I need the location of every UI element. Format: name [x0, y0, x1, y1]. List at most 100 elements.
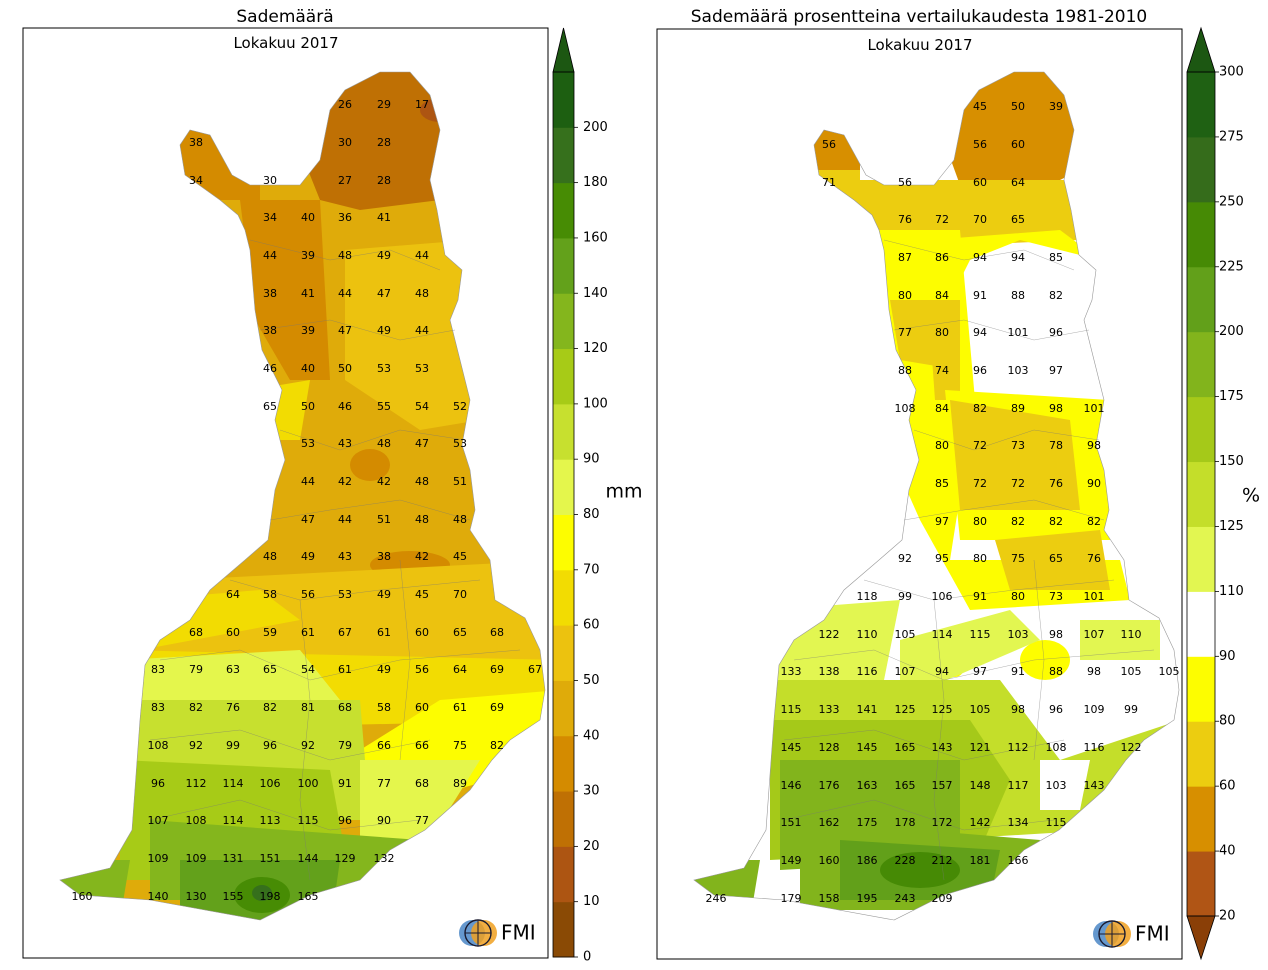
colorbar-segment	[553, 182, 574, 239]
map-value-label: 99	[1124, 703, 1138, 716]
panel-precipitation-mm: Sademäärä Lokakuu 2017	[22, 7, 643, 965]
map-value-label: 151	[781, 816, 802, 829]
colorbar-segment	[553, 791, 574, 847]
colorbar-tick-label: 40	[1219, 844, 1236, 859]
map-value-label: 144	[298, 852, 319, 865]
map-value-label: 105	[1159, 665, 1180, 678]
map-value-label: 39	[301, 249, 315, 262]
panel-precipitation-percent: Sademäärä prosentteina vertailukaudesta …	[656, 7, 1260, 961]
colorbar-segment	[1187, 786, 1215, 852]
map-value-label: 61	[377, 626, 391, 639]
map-value-label: 95	[935, 552, 949, 565]
colorbar-tick-label: 90	[583, 452, 600, 467]
map-value-label: 55	[377, 400, 391, 413]
map-value-label: 103	[1008, 364, 1029, 377]
map-value-label: 122	[819, 628, 840, 641]
map-value-label: 60	[226, 626, 240, 639]
map-value-label: 67	[338, 626, 352, 639]
map-value-label: 115	[970, 628, 991, 641]
map-value-label: 105	[970, 703, 991, 716]
map-value-label: 113	[260, 814, 281, 827]
map-value-label: 76	[226, 701, 240, 714]
map-value-label: 60	[415, 626, 429, 639]
colorbar-segment	[1187, 331, 1215, 398]
colorbar-tick-label: 175	[1219, 389, 1244, 404]
map-value-label: 133	[819, 703, 840, 716]
map-value-label: 54	[301, 663, 315, 676]
colorbar-segment	[553, 237, 574, 294]
colorbar-segment	[553, 625, 574, 681]
map-value-label: 106	[932, 590, 953, 603]
map-value-label: 69	[490, 701, 504, 714]
map-value-label: 38	[377, 550, 391, 563]
colorbar-segment	[553, 735, 574, 792]
map-value-label: 140	[148, 890, 169, 903]
map-value-label: 60	[415, 701, 429, 714]
fmi-logo-text: FMI	[1135, 922, 1170, 946]
map-value-label: 114	[932, 628, 953, 641]
map-value-label: 64	[453, 663, 467, 676]
map-value-label: 149	[781, 854, 802, 867]
map-value-label: 76	[1087, 552, 1101, 565]
map-value-label: 98	[1087, 439, 1101, 452]
map-value-label: 99	[226, 739, 240, 752]
map-value-label: 47	[377, 287, 391, 300]
colorbar-tick-label: 50	[583, 673, 600, 688]
map-value-label: 115	[781, 703, 802, 716]
map-value-label: 145	[857, 741, 878, 754]
map-value-label: 89	[453, 777, 467, 790]
map-value-label: 83	[151, 701, 165, 714]
map-value-label: 71	[822, 176, 836, 189]
map-value-label: 76	[1049, 477, 1063, 490]
map-value-label: 160	[819, 854, 840, 867]
map-value-label: 63	[226, 663, 240, 676]
map-value-label: 75	[453, 739, 467, 752]
colorbar-segment	[553, 72, 574, 128]
map-value-label: 64	[226, 588, 240, 601]
map-value-label: 116	[1084, 741, 1105, 754]
colorbar-tick-label: 80	[583, 507, 600, 522]
map-value-label: 30	[338, 136, 352, 149]
colorbar-tick-label: 110	[1219, 584, 1244, 599]
map-value-label: 38	[263, 287, 277, 300]
map-value-label: 109	[148, 852, 169, 865]
colorbar-percent: 20 40 60 80 90 110 125 150 175 200 225 250 275 300	[1186, 26, 1244, 961]
map-value-label: 41	[301, 287, 315, 300]
map-value-label: 73	[1011, 439, 1025, 452]
map-value-label: 44	[338, 513, 352, 526]
map-value-label: 112	[186, 777, 207, 790]
map-value-label: 68	[338, 701, 352, 714]
map-value-label: 77	[898, 326, 912, 339]
map-value-label: 39	[301, 324, 315, 337]
colorbar-segment	[1187, 136, 1215, 203]
map-value-label: 82	[973, 402, 987, 415]
map-value-label: 186	[857, 854, 878, 867]
map-value-label: 160	[72, 890, 93, 903]
colorbar-tick-label: 40	[583, 728, 600, 743]
colorbar-segment	[553, 514, 574, 571]
map-value-label: 53	[377, 362, 391, 375]
map-value-label: 48	[415, 287, 429, 300]
map-value-label: 109	[1084, 703, 1105, 716]
value-labels: 45 50 39 56 56 60 71 56 60 64 76 72 70 65 87 86 94 94 85 80…	[706, 100, 1180, 905]
map-value-label: 96	[973, 364, 987, 377]
map-value-label: 83	[151, 663, 165, 676]
map-value-label: 51	[377, 513, 391, 526]
map-value-label: 81	[301, 701, 315, 714]
map-value-label: 48	[338, 249, 352, 262]
map-value-label: 110	[857, 628, 878, 641]
colorbar-segment	[1187, 72, 1215, 138]
map-value-label: 80	[898, 289, 912, 302]
map-value-label: 212	[932, 854, 953, 867]
map-value-label: 114	[223, 777, 244, 790]
colorbar-tick-label: 225	[1219, 259, 1244, 274]
map-value-label: 48	[415, 513, 429, 526]
map-value-label: 92	[189, 739, 203, 752]
colorbar-tick-label: 100	[583, 396, 608, 411]
map-value-label: 56	[415, 663, 429, 676]
map-value-label: 92	[301, 739, 315, 752]
map-value-label: 43	[338, 437, 352, 450]
map-value-label: 51	[453, 475, 467, 488]
map-value-label: 178	[895, 816, 916, 829]
